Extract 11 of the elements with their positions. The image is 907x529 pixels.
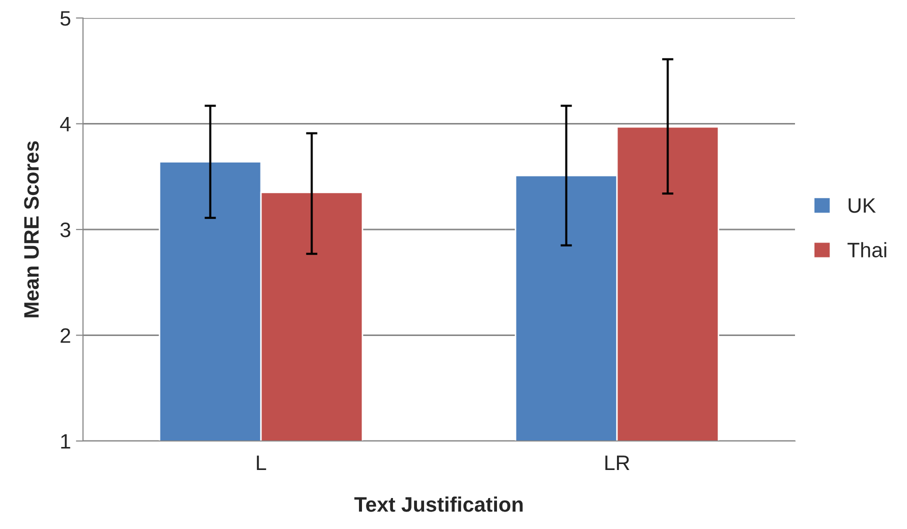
y-tick-label: 1 (61, 434, 70, 449)
x-axis-title: Text Justification (354, 496, 523, 512)
x-tick-label: LR (605, 456, 630, 470)
y-tick-label: 5 (60, 11, 70, 26)
y-tick-label: 2 (60, 328, 70, 343)
x-tick-label: L (256, 456, 266, 470)
y-axis-title: Mean URE Scores (24, 141, 39, 318)
y-tick-label: 3 (60, 222, 70, 238)
legend-label: UK (848, 198, 876, 213)
legend-label: Thai (848, 242, 886, 258)
y-tick-label: 4 (60, 116, 71, 132)
